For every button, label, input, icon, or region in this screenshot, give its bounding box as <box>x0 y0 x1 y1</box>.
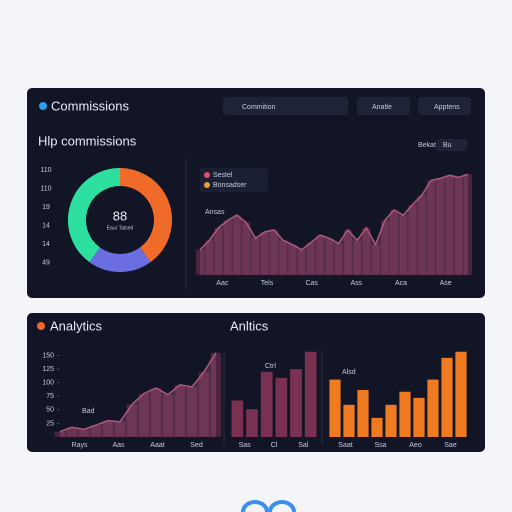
bar <box>304 351 317 437</box>
legend-label: Bonsadser <box>213 182 247 189</box>
bar <box>260 371 273 437</box>
bar <box>427 379 439 437</box>
bar <box>329 379 341 437</box>
area <box>200 174 468 275</box>
center-sublabel: Eaur Tatsed <box>107 225 134 231</box>
chart-title: Hlp commissions <box>38 133 137 148</box>
x-tick-label: Aaat <box>150 442 164 449</box>
legend-label: Sestel <box>213 172 233 179</box>
annotation: Ansas <box>205 209 225 216</box>
center-label: 88 <box>113 208 127 223</box>
y-tick-label: 150 <box>42 352 54 359</box>
legend-swatch <box>204 182 210 188</box>
bar <box>246 409 258 437</box>
dropdown[interactable] <box>223 97 348 115</box>
x-tick-label: Aas <box>112 442 125 449</box>
x-tick-label: Sed <box>190 442 203 449</box>
select[interactable] <box>437 139 467 151</box>
y-tick-label: 75 <box>46 393 54 400</box>
bar <box>441 357 453 437</box>
chart-title: Anltics <box>230 318 269 333</box>
header-title: Commissions <box>51 98 130 113</box>
donut-segment <box>68 168 121 263</box>
side-label: 14 <box>42 241 50 248</box>
footer-logo <box>241 500 296 512</box>
bar <box>371 417 383 437</box>
side-label: 49 <box>42 259 50 266</box>
button[interactable] <box>418 97 471 115</box>
select-label[interactable]: Bu <box>443 142 452 149</box>
line <box>59 352 217 433</box>
bar <box>413 397 425 437</box>
donut-segment <box>89 247 151 272</box>
button-label[interactable]: Anatle <box>372 104 392 111</box>
x-tick-label: Sae <box>444 442 457 449</box>
bar <box>343 404 355 437</box>
bar <box>385 404 397 437</box>
y-tick-label: 25 <box>46 420 54 427</box>
section-dot <box>37 322 45 330</box>
y-tick-label: 100 <box>42 379 54 386</box>
bar <box>275 377 288 437</box>
y-tick-label: 50 <box>46 407 54 414</box>
x-tick-label: Aeo <box>409 442 422 449</box>
control-label: Bekat <box>418 142 436 149</box>
dropdown-label[interactable]: Commition <box>242 104 276 111</box>
x-tick-label: Ase <box>440 280 452 287</box>
bar <box>455 351 467 437</box>
x-tick-label: Aca <box>395 280 407 287</box>
annotation: Bad <box>82 408 95 415</box>
side-label: 110 <box>40 185 51 192</box>
section-title: Analytics <box>50 318 103 333</box>
annotation: Ctrl <box>265 363 276 370</box>
x-tick-label: Ssa <box>374 442 386 449</box>
logo-dot <box>39 102 47 110</box>
side-label: 110 <box>40 167 51 174</box>
line <box>199 173 469 251</box>
bar <box>357 390 369 437</box>
x-tick-label: Ass <box>350 280 362 287</box>
x-tick-label: Sas <box>239 442 252 449</box>
x-tick-label: Rays <box>72 442 88 449</box>
donut-segment <box>119 168 172 263</box>
bar <box>399 391 411 437</box>
x-tick-label: Aac <box>216 280 229 287</box>
area <box>60 352 216 437</box>
annotation: Alsd <box>342 369 356 376</box>
bar <box>231 400 244 437</box>
legend-box <box>200 168 268 192</box>
legend-swatch <box>204 172 210 178</box>
x-tick-label: Sal <box>298 442 309 449</box>
x-tick-label: Cas <box>305 280 318 287</box>
x-tick-label: Cl <box>271 442 278 449</box>
bar <box>290 369 302 437</box>
button[interactable] <box>357 97 410 115</box>
y-tick-label: 125 <box>42 366 54 373</box>
side-label: 14 <box>42 222 50 229</box>
x-tick-label: Saat <box>338 442 352 449</box>
side-label: 19 <box>42 204 50 211</box>
button-label[interactable]: Apptens <box>434 104 460 111</box>
x-tick-label: Tels <box>261 280 274 287</box>
